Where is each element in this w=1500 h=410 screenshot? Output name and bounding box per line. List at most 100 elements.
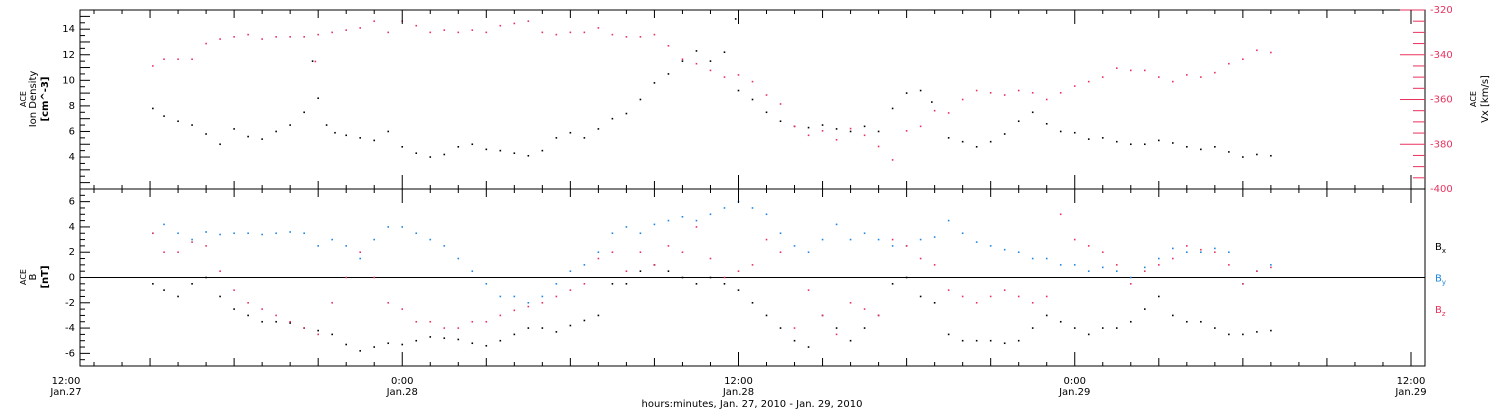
x-tick-label: 0:00: [1064, 376, 1086, 387]
data-point: [849, 339, 852, 342]
data-point: [709, 213, 712, 216]
data-point: [1017, 295, 1020, 298]
data-point: [597, 257, 600, 260]
data-point: [653, 264, 656, 266]
data-point: [933, 236, 936, 238]
data-point: [359, 27, 362, 29]
data-point: [163, 289, 165, 291]
data-point: [499, 339, 502, 342]
data-point: [247, 33, 249, 36]
x-tick-date-label: Jan.27: [49, 387, 81, 398]
data-point: [821, 314, 824, 317]
data-point: [807, 289, 810, 291]
data-point: [989, 91, 992, 94]
data-point: [541, 327, 544, 329]
data-point: [415, 339, 418, 342]
x-tick-label: 12:00: [724, 376, 753, 387]
data-point: [233, 36, 235, 38]
data-point: [751, 80, 754, 83]
data-point: [1059, 264, 1062, 266]
data-point: [1270, 264, 1272, 266]
data-point: [331, 333, 333, 336]
data-point: [709, 276, 712, 279]
data-point: [334, 131, 336, 134]
y2-tick-label: -380: [1430, 139, 1453, 150]
data-point: [471, 143, 474, 146]
data-point: [345, 134, 347, 137]
y-tick-label: -2: [65, 298, 75, 309]
data-point: [931, 101, 933, 103]
data-point: [877, 238, 880, 241]
data-point: [625, 112, 628, 115]
data-point: [1031, 91, 1034, 94]
legend-by: By: [1435, 274, 1446, 287]
data-point: [625, 226, 628, 228]
data-point: [373, 20, 376, 22]
data-point: [205, 42, 207, 45]
data-point: [597, 128, 600, 130]
data-point: [1256, 270, 1258, 272]
data-point: [1242, 283, 1244, 285]
data-point: [667, 219, 670, 222]
top-left-label-line2: Ion Density: [28, 71, 39, 128]
data-point: [1059, 320, 1062, 323]
data-point: [835, 333, 838, 336]
data-point: [653, 33, 656, 36]
data-point: [793, 245, 796, 247]
data-point: [541, 301, 544, 304]
bottom-series: [152, 200, 1272, 352]
data-point: [373, 346, 376, 348]
data-point: [821, 238, 824, 241]
data-point: [527, 327, 530, 329]
data-point: [289, 320, 291, 323]
data-point: [1214, 146, 1216, 148]
data-point: [793, 327, 796, 329]
x-tick-date-label: Jan.28: [722, 387, 754, 398]
data-point: [555, 33, 558, 36]
data-point: [499, 24, 502, 27]
data-point: [541, 149, 544, 152]
data-point: [1045, 98, 1048, 101]
data-point: [1186, 320, 1188, 323]
x-tick-date-label: Jan.29: [1394, 387, 1426, 398]
data-point: [513, 333, 516, 336]
data-point: [443, 245, 446, 247]
data-point: [387, 130, 390, 133]
data-point: [1129, 276, 1132, 279]
data-point: [611, 251, 614, 254]
data-point: [639, 232, 642, 235]
data-point: [1017, 251, 1020, 254]
x-tick-date-label: Jan.29: [1058, 387, 1090, 398]
data-point: [877, 314, 880, 317]
data-point: [443, 29, 446, 31]
data-point: [947, 137, 950, 139]
data-point: [919, 295, 922, 298]
data-point: [1115, 140, 1118, 143]
data-point: [527, 301, 530, 304]
top-panel: 4 6 8 10 12 14 -400 -380 -360 -340 -320 ACE Ion D…: [19, 5, 1491, 195]
data-point: [835, 223, 838, 226]
data-point: [1045, 122, 1048, 125]
data-point: [485, 320, 488, 323]
data-point: [1143, 143, 1146, 146]
data-point: [681, 251, 684, 254]
data-point: [471, 29, 474, 31]
data-point: [639, 270, 642, 272]
data-point: [975, 241, 978, 243]
data-point: [457, 338, 460, 341]
data-point: [583, 264, 586, 266]
data-point: [1087, 270, 1090, 272]
data-point: [1270, 329, 1272, 332]
data-point: [527, 305, 530, 308]
x-tick-date-label: Jan.28: [386, 387, 418, 398]
data-point: [359, 137, 362, 139]
data-point: [933, 264, 936, 266]
data-point: [205, 276, 207, 279]
data-point: [1214, 71, 1216, 74]
data-point: [779, 103, 782, 105]
x-tick-label: 12:00: [1397, 376, 1426, 387]
data-point: [457, 327, 460, 329]
data-point: [457, 146, 460, 148]
data-point: [597, 251, 600, 254]
data-point: [975, 146, 978, 148]
